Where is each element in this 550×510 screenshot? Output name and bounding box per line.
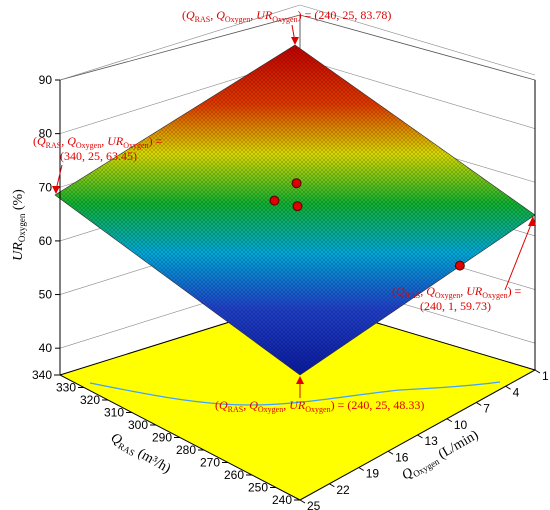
y-tick-mark <box>329 483 335 488</box>
z-tick-label: 60 <box>39 234 53 248</box>
z-tick-label: 40 <box>39 341 53 355</box>
x-axis-ticks: 240 250 260 270 280 290 300 310 320 330 340 <box>32 368 300 507</box>
data-points <box>269 178 465 271</box>
annotation-text: (QRAS, QOxygen, UROxygen) = <box>33 134 163 150</box>
floor-contour <box>89 381 501 406</box>
y-tick-mark <box>505 385 511 390</box>
y-tick-mark <box>534 369 541 374</box>
y-tick-label: 25 <box>307 499 321 510</box>
z-tick-label: 70 <box>39 180 53 194</box>
y-tick-mark <box>387 450 394 455</box>
right-wall-gridline <box>299 4 536 76</box>
y-tick-mark <box>446 418 453 423</box>
x-tick-label: 290 <box>152 431 172 445</box>
z-axis-label: UROxygen (%) <box>11 189 27 261</box>
y-tick-label: 16 <box>395 450 409 464</box>
z-tick-label: 50 <box>39 288 53 302</box>
y-axis-ticks: 1 4 7 10 13 16 19 22 25 <box>299 369 549 510</box>
x-tick-label: 310 <box>104 406 124 420</box>
annotation-text: (QRAS, QOxygen, UROxygen) = <box>392 284 522 300</box>
x-tick-label: 260 <box>224 468 244 482</box>
data-point <box>291 178 302 189</box>
x-tick-label: 270 <box>200 456 220 470</box>
data-point <box>292 201 303 212</box>
y-tick-label: 13 <box>425 434 439 448</box>
data-point <box>454 260 465 271</box>
y-tick-mark <box>358 467 365 471</box>
x-tick-label: 320 <box>80 393 100 407</box>
x-tick-label: 340 <box>32 368 52 382</box>
y-tick-label: 10 <box>454 418 468 432</box>
annotation-top: (QRAS, QOxygen, UROxygen) = (240, 25, 83… <box>182 8 391 45</box>
x-tick-label: 300 <box>128 418 148 432</box>
z-tick-label: 80 <box>39 127 53 141</box>
y-tick-mark <box>417 434 423 439</box>
y-tick-label: 4 <box>513 385 520 399</box>
annotation-text: (QRAS, QOxygen, UROxygen) = (240, 25, 83… <box>182 8 391 24</box>
y-tick-mark <box>299 499 306 504</box>
x-tick-label: 250 <box>248 481 268 495</box>
x-tick-label: 240 <box>272 493 292 507</box>
annotation-left: (QRAS, QOxygen, UROxygen) = (340, 25, 63… <box>33 134 163 194</box>
y-tick-label: 1 <box>542 369 549 383</box>
annotation-left-values: (340, 25, 63.45) <box>60 149 137 163</box>
data-point <box>269 195 280 206</box>
y-tick-label: 22 <box>336 483 350 497</box>
annotation-bottom: (QRAS, QOxygen, UROxygen) = (240, 25, 48… <box>215 376 424 414</box>
annotation-right-values: (240, 1, 59.73) <box>420 299 491 313</box>
x-tick-label: 280 <box>176 443 196 457</box>
left-wall-gridline <box>59 4 301 81</box>
y-tick-mark <box>475 402 482 406</box>
z-tick-label: 90 <box>39 73 53 87</box>
y-tick-label: 19 <box>366 467 380 481</box>
annotation-text: (QRAS, QOxygen, UROxygen) = (240, 25, 48… <box>215 398 424 414</box>
annotation-right: (QRAS, QOxygen, UROxygen) = (240, 1, 59.… <box>392 216 536 313</box>
z-axis-ticks: 40 50 60 70 80 90 <box>39 73 60 355</box>
x-tick-label: 330 <box>56 381 76 395</box>
y-tick-label: 7 <box>483 402 490 416</box>
right-wall-gridline <box>299 58 536 129</box>
